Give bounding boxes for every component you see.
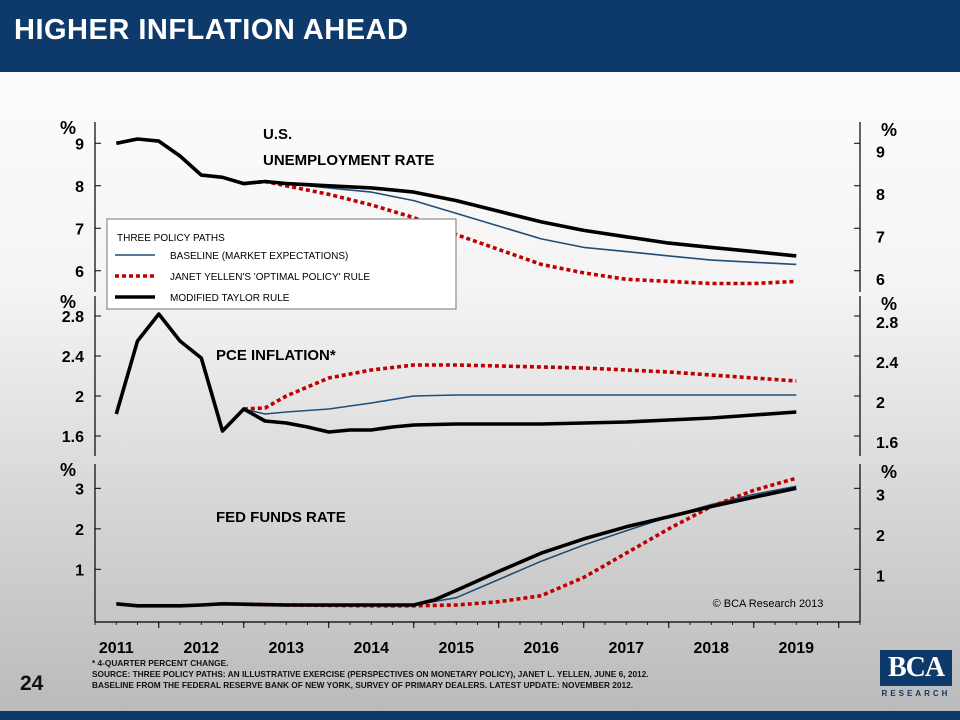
- panel-title: PCE INFLATION*: [216, 347, 336, 364]
- x-tick-label: 2017: [608, 640, 644, 657]
- left-tick-label: 1: [75, 562, 84, 579]
- series-line-taylor: [116, 486, 797, 608]
- left-tick-label: 2.4: [62, 349, 84, 366]
- right-tick-label: 9: [876, 144, 885, 161]
- panel-title-line: U.S.: [263, 126, 292, 143]
- x-tick-label: 2019: [778, 640, 814, 657]
- right-tick-label: 2.4: [876, 355, 898, 372]
- series-line-yellen: [243, 363, 797, 411]
- logo-subtext: RESEARCH: [881, 689, 951, 698]
- header-bar: HIGHER INFLATION AHEAD: [0, 0, 960, 72]
- series-line-yellen: [243, 179, 797, 286]
- x-tick-label: 2018: [693, 640, 729, 657]
- x-tick-label: 2011: [99, 640, 134, 657]
- left-tick-label: 9: [75, 136, 84, 153]
- left-tick-label: 2: [75, 389, 84, 406]
- series-line-taylor: [115, 137, 797, 258]
- panel-title-line: UNEMPLOYMENT RATE: [263, 152, 434, 169]
- copyright-text: © BCA Research 2013: [713, 598, 824, 610]
- bca-logo: BCA RESEARCH: [880, 650, 952, 702]
- left-unit-label: %: [60, 292, 76, 312]
- right-tick-label: 6: [876, 272, 885, 289]
- left-tick-label: 7: [75, 221, 84, 238]
- left-unit-label: %: [60, 460, 76, 480]
- left-unit-label: %: [60, 118, 76, 138]
- logo-mark: BCA: [880, 650, 952, 686]
- x-tick-label: 2012: [183, 640, 219, 657]
- x-tick-label: 2016: [523, 640, 559, 657]
- footnotes: * 4-QUARTER PERCENT CHANGE. SOURCE: THRE…: [92, 658, 649, 691]
- left-tick-label: 8: [75, 179, 84, 196]
- left-tick-label: 3: [75, 481, 84, 498]
- legend-title: THREE POLICY PATHS: [117, 233, 225, 244]
- right-unit-label: %: [881, 294, 897, 314]
- footer-bar: [0, 711, 960, 720]
- legend-box: [106, 218, 457, 310]
- series-line-yellen: [243, 476, 797, 608]
- right-tick-label: 3: [876, 487, 885, 504]
- legend-label: MODIFIED TAYLOR RULE: [170, 293, 290, 304]
- right-unit-label: %: [881, 120, 897, 140]
- series-line-taylor: [114, 312, 797, 434]
- series-line-baseline: [243, 394, 797, 415]
- left-tick-label: 6: [75, 264, 84, 281]
- x-tick-label: 2015: [438, 640, 474, 657]
- right-tick-label: 7: [876, 229, 885, 246]
- right-unit-label: %: [881, 462, 897, 482]
- x-tick-label: 2014: [353, 640, 389, 657]
- right-tick-label: 2: [876, 528, 885, 545]
- left-tick-label: 2.8: [62, 309, 84, 326]
- legend-label: JANET YELLEN'S 'OPTIMAL POLICY' RULE: [170, 272, 370, 283]
- right-tick-label: 1.6: [876, 435, 898, 452]
- page-title: HIGHER INFLATION AHEAD: [14, 14, 409, 46]
- right-tick-label: 2.8: [876, 315, 898, 332]
- slide-number: 24: [20, 672, 44, 695]
- footnote-source: SOURCE: THREE POLICY PATHS: AN ILLUSTRAT…: [92, 669, 649, 679]
- left-tick-label: 2: [75, 522, 84, 539]
- x-tick-label: 2013: [268, 640, 304, 657]
- right-tick-label: 1: [876, 568, 885, 585]
- panel-title: FED FUNDS RATE: [216, 509, 346, 526]
- legend-label: BASELINE (MARKET EXPECTATIONS): [170, 251, 348, 262]
- footnote-asterisk: * 4-QUARTER PERCENT CHANGE.: [92, 658, 229, 668]
- right-tick-label: 8: [876, 187, 885, 204]
- right-tick-label: 2: [876, 395, 885, 412]
- footnote-baseline: BASELINE FROM THE FEDERAL RESERVE BANK O…: [92, 680, 634, 690]
- left-tick-label: 1.6: [62, 429, 84, 446]
